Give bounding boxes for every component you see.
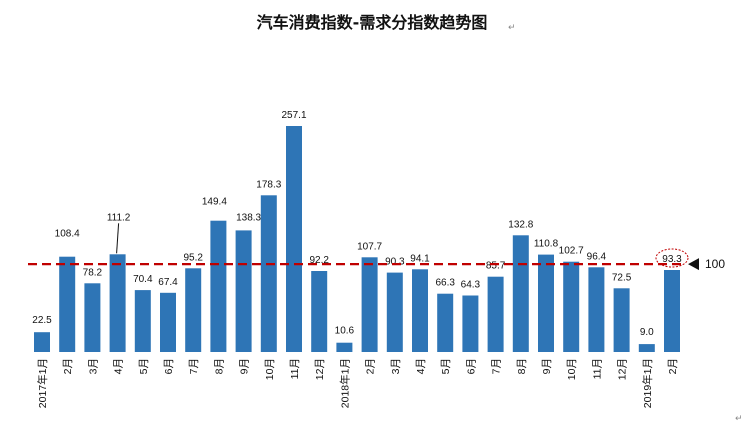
bar-9: [260, 195, 277, 352]
value-labels-layer: 22.5 108.4 78.2 111.2 70.4 67.4 95.2 149.4 138.3…: [32, 110, 689, 338]
bar-0: [34, 332, 50, 352]
title-paragraph-mark: ↵: [508, 23, 516, 33]
value-label-13: 107.7: [357, 241, 382, 252]
bar-20: [538, 254, 554, 352]
x-tick-11: 12月: [314, 358, 326, 380]
value-label-7: 149.4: [202, 197, 227, 208]
value-label-2: 78.2: [83, 267, 103, 278]
bar-13: [361, 257, 378, 352]
x-tick-16: 5月: [440, 358, 452, 374]
x-tick-4: 5月: [138, 358, 150, 374]
bar-17: [462, 295, 479, 352]
label-leader-3: [116, 223, 120, 254]
x-tick-3: 4月: [113, 358, 125, 374]
value-label-25: 93.3: [662, 254, 682, 265]
value-label-22: 96.4: [587, 251, 607, 262]
value-label-10: 257.1: [281, 110, 306, 121]
bar-19: [512, 235, 529, 352]
x-tick-1: 2月: [62, 358, 74, 374]
x-tick-5: 6月: [163, 358, 175, 374]
value-label-21: 102.7: [559, 246, 584, 257]
bar-5: [160, 292, 176, 352]
value-label-24: 9.0: [640, 327, 654, 338]
chart-title: 汽车消费指数-需求分指数趋势图: [257, 13, 488, 32]
x-tick-8: 9月: [239, 358, 251, 374]
value-label-11: 92.2: [309, 255, 329, 266]
bar-22: [588, 267, 605, 352]
reference-arrow-icon: [688, 258, 699, 271]
value-label-4: 70.4: [133, 274, 153, 285]
value-label-20: 110.8: [534, 239, 559, 250]
bar-23: [613, 288, 630, 352]
bar-25: [664, 270, 680, 352]
value-label-15: 94.1: [410, 253, 430, 264]
highlight-circle: [655, 248, 689, 268]
bar-16: [437, 293, 454, 352]
x-tick-0: 2017年1月: [36, 358, 49, 408]
x-tick-6: 7月: [188, 358, 200, 374]
value-label-19: 132.8: [508, 219, 533, 230]
value-label-5: 67.4: [158, 277, 178, 288]
x-tick-18: 7月: [491, 358, 503, 374]
x-tick-15: 4月: [415, 358, 427, 374]
x-tick-2: 3月: [87, 358, 99, 374]
bar-18: [487, 276, 504, 352]
x-tick-23: 12月: [617, 358, 629, 380]
reference-line-layer: 100: [28, 257, 725, 271]
value-label-17: 64.3: [461, 280, 481, 291]
bar-14: [386, 272, 403, 352]
bar-15: [412, 269, 428, 352]
bar-11: [311, 271, 328, 352]
x-tick-25: 2月: [667, 358, 679, 374]
value-label-1: 108.4: [55, 229, 80, 240]
bars-layer: [34, 126, 680, 352]
x-tick-10: 11月: [289, 358, 301, 379]
corner-paragraph-mark: ↵: [735, 414, 743, 424]
bar-6: [185, 268, 202, 352]
x-tick-13: 2月: [365, 358, 377, 374]
x-tick-17: 6月: [465, 358, 477, 374]
x-tick-7: 8月: [213, 358, 225, 374]
value-label-14: 90.3: [385, 257, 405, 268]
x-axis-tick-labels: 2017年1月 2月 3月 4月 5月 6月 7月 8月 9月 10月 11月 12月 2018年1月 2…: [36, 358, 679, 408]
bar-4: [134, 290, 151, 352]
value-label-0: 22.5: [32, 315, 52, 326]
x-tick-12: 2018年1月: [338, 358, 351, 408]
x-tick-19: 8月: [516, 358, 528, 374]
value-label-6: 95.2: [183, 252, 203, 263]
bar-21: [563, 261, 580, 352]
value-label-16: 66.3: [435, 278, 455, 289]
value-label-18: 85.7: [486, 261, 506, 272]
value-label-8: 138.3: [236, 212, 261, 223]
value-label-12: 10.6: [335, 326, 355, 337]
bar-12: [336, 342, 353, 352]
bar-10: [286, 126, 302, 352]
reference-label: 100: [705, 257, 725, 271]
bar-8: [235, 230, 252, 352]
value-label-23: 72.5: [612, 272, 632, 283]
bar-3: [109, 254, 126, 352]
value-label-3: 111.2: [107, 212, 131, 223]
bar-24: [638, 344, 655, 352]
x-tick-20: 9月: [541, 358, 553, 374]
x-tick-9: 10月: [264, 358, 276, 380]
bar-1: [59, 256, 76, 352]
x-tick-24: 2019年1月: [641, 358, 654, 408]
x-tick-22: 11月: [591, 358, 603, 379]
bar-7: [210, 220, 227, 352]
x-tick-14: 3月: [390, 358, 402, 374]
bar-2: [84, 283, 101, 352]
x-tick-21: 10月: [566, 358, 578, 380]
value-label-9: 178.3: [256, 179, 281, 190]
